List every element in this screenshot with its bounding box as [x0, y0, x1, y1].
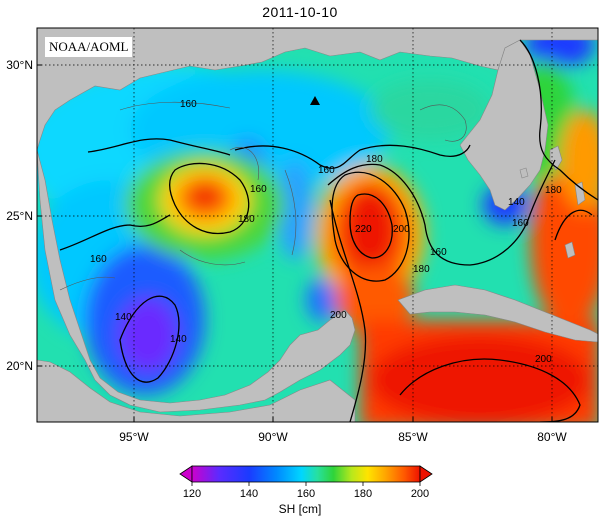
- x-tick-label: 95°W: [119, 430, 149, 444]
- colorbar-tick: 200: [411, 488, 429, 500]
- contour-label: 160: [180, 99, 197, 110]
- contour-label: 160: [512, 218, 529, 229]
- x-tick-label: 80°W: [537, 430, 567, 444]
- x-tick-label: 85°W: [398, 430, 428, 444]
- contour-label: 160: [318, 165, 335, 176]
- contour-label: 180: [545, 185, 562, 196]
- contour-label: 180: [238, 214, 255, 225]
- x-axis-ticks: [133, 417, 553, 422]
- map-title: 2011-10-10: [262, 4, 338, 20]
- plot-frame: [36, 27, 599, 423]
- contour-label-group: 160 160 180 160 160 180 140 140 160 180 …: [90, 99, 562, 365]
- colorbar-title: SH [cm]: [278, 502, 322, 516]
- colorbar-min-arrow: [179, 465, 193, 483]
- contour-label: 200: [535, 354, 552, 365]
- graticule: [37, 28, 598, 422]
- y-tick-label: 25°N: [6, 209, 33, 223]
- sea-height-field: [37, 28, 598, 422]
- contour-label: 160: [90, 254, 107, 265]
- colorbar-max-arrow: [419, 465, 433, 483]
- contour-label: 200: [330, 310, 347, 321]
- colorbar: 120 140 160 180 200: [179, 465, 433, 500]
- contour-label: 160: [250, 184, 267, 195]
- contour-lines: [59, 39, 598, 422]
- contour-label: 200: [393, 224, 410, 235]
- land-masses: [37, 28, 598, 422]
- colorbar-tick: 140: [240, 488, 258, 500]
- colorbar-tick: 180: [354, 488, 372, 500]
- x-tick-label: 90°W: [258, 430, 288, 444]
- contour-label: 140: [115, 312, 132, 323]
- y-tick-label: 20°N: [6, 359, 33, 373]
- triangle-marker: [310, 96, 320, 105]
- contour-label: 180: [366, 154, 383, 165]
- contour-label: 180: [413, 264, 430, 275]
- contour-label: 160: [430, 247, 447, 258]
- y-axis-ticks: [37, 64, 42, 367]
- contour-label: 140: [508, 197, 525, 208]
- colorbar-tick: 120: [183, 488, 201, 500]
- colorbar-tick: 160: [297, 488, 315, 500]
- source-badge: NOAA/AOML: [45, 37, 133, 57]
- minor-contours: [59, 101, 467, 291]
- colorbar-gradient: [191, 465, 421, 483]
- contour-label: 140: [170, 334, 187, 345]
- y-tick-label: 30°N: [6, 58, 33, 72]
- contour-label: 220: [355, 224, 372, 235]
